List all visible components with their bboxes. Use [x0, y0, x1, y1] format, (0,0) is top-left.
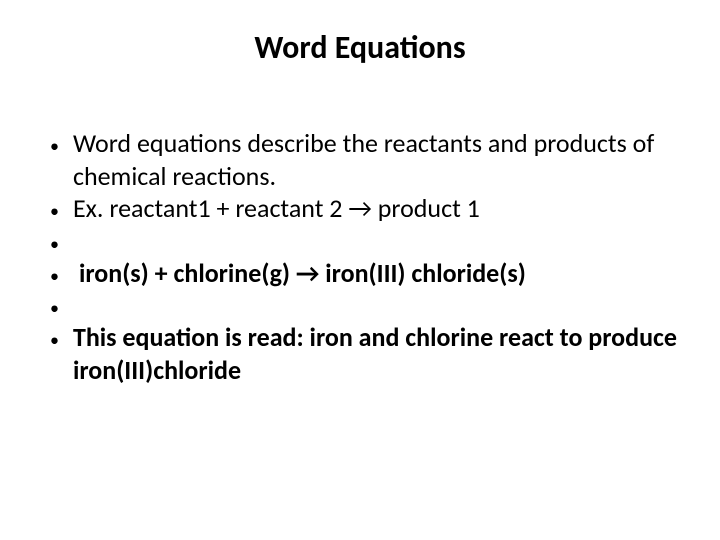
bullet-item: • Ex. reactant1 + reactant 2 → product 1 — [50, 192, 680, 225]
slide-container: Word Equations • Word equations describe … — [0, 0, 720, 540]
bullet-item: • — [50, 289, 680, 321]
bullet-marker: • — [50, 233, 59, 256]
bullet-item: • This equation is read: iron and chlorin… — [50, 321, 680, 386]
bullet-marker: • — [50, 200, 59, 223]
slide-title: Word Equations — [40, 28, 680, 67]
bullet-item: • — [50, 225, 680, 257]
bullet-marker: • — [50, 297, 59, 320]
bullet-marker: • — [50, 135, 59, 158]
bullet-marker: • — [50, 265, 59, 288]
bullet-text: This equation is read: iron and chlorine… — [73, 321, 680, 386]
bullet-text: iron(s) + chlorine(g) → iron(III) chlori… — [73, 257, 680, 290]
bullet-item: • iron(s) + chlorine(g) → iron(III) chlo… — [50, 257, 680, 290]
slide-content: • Word equations describe the reactants a… — [40, 127, 680, 386]
bullet-text: Word equations describe the reactants an… — [73, 127, 680, 192]
bullet-item: • Word equations describe the reactants a… — [50, 127, 680, 192]
bullet-text: Ex. reactant1 + reactant 2 → product 1 — [73, 192, 680, 225]
bullet-marker: • — [50, 329, 59, 352]
